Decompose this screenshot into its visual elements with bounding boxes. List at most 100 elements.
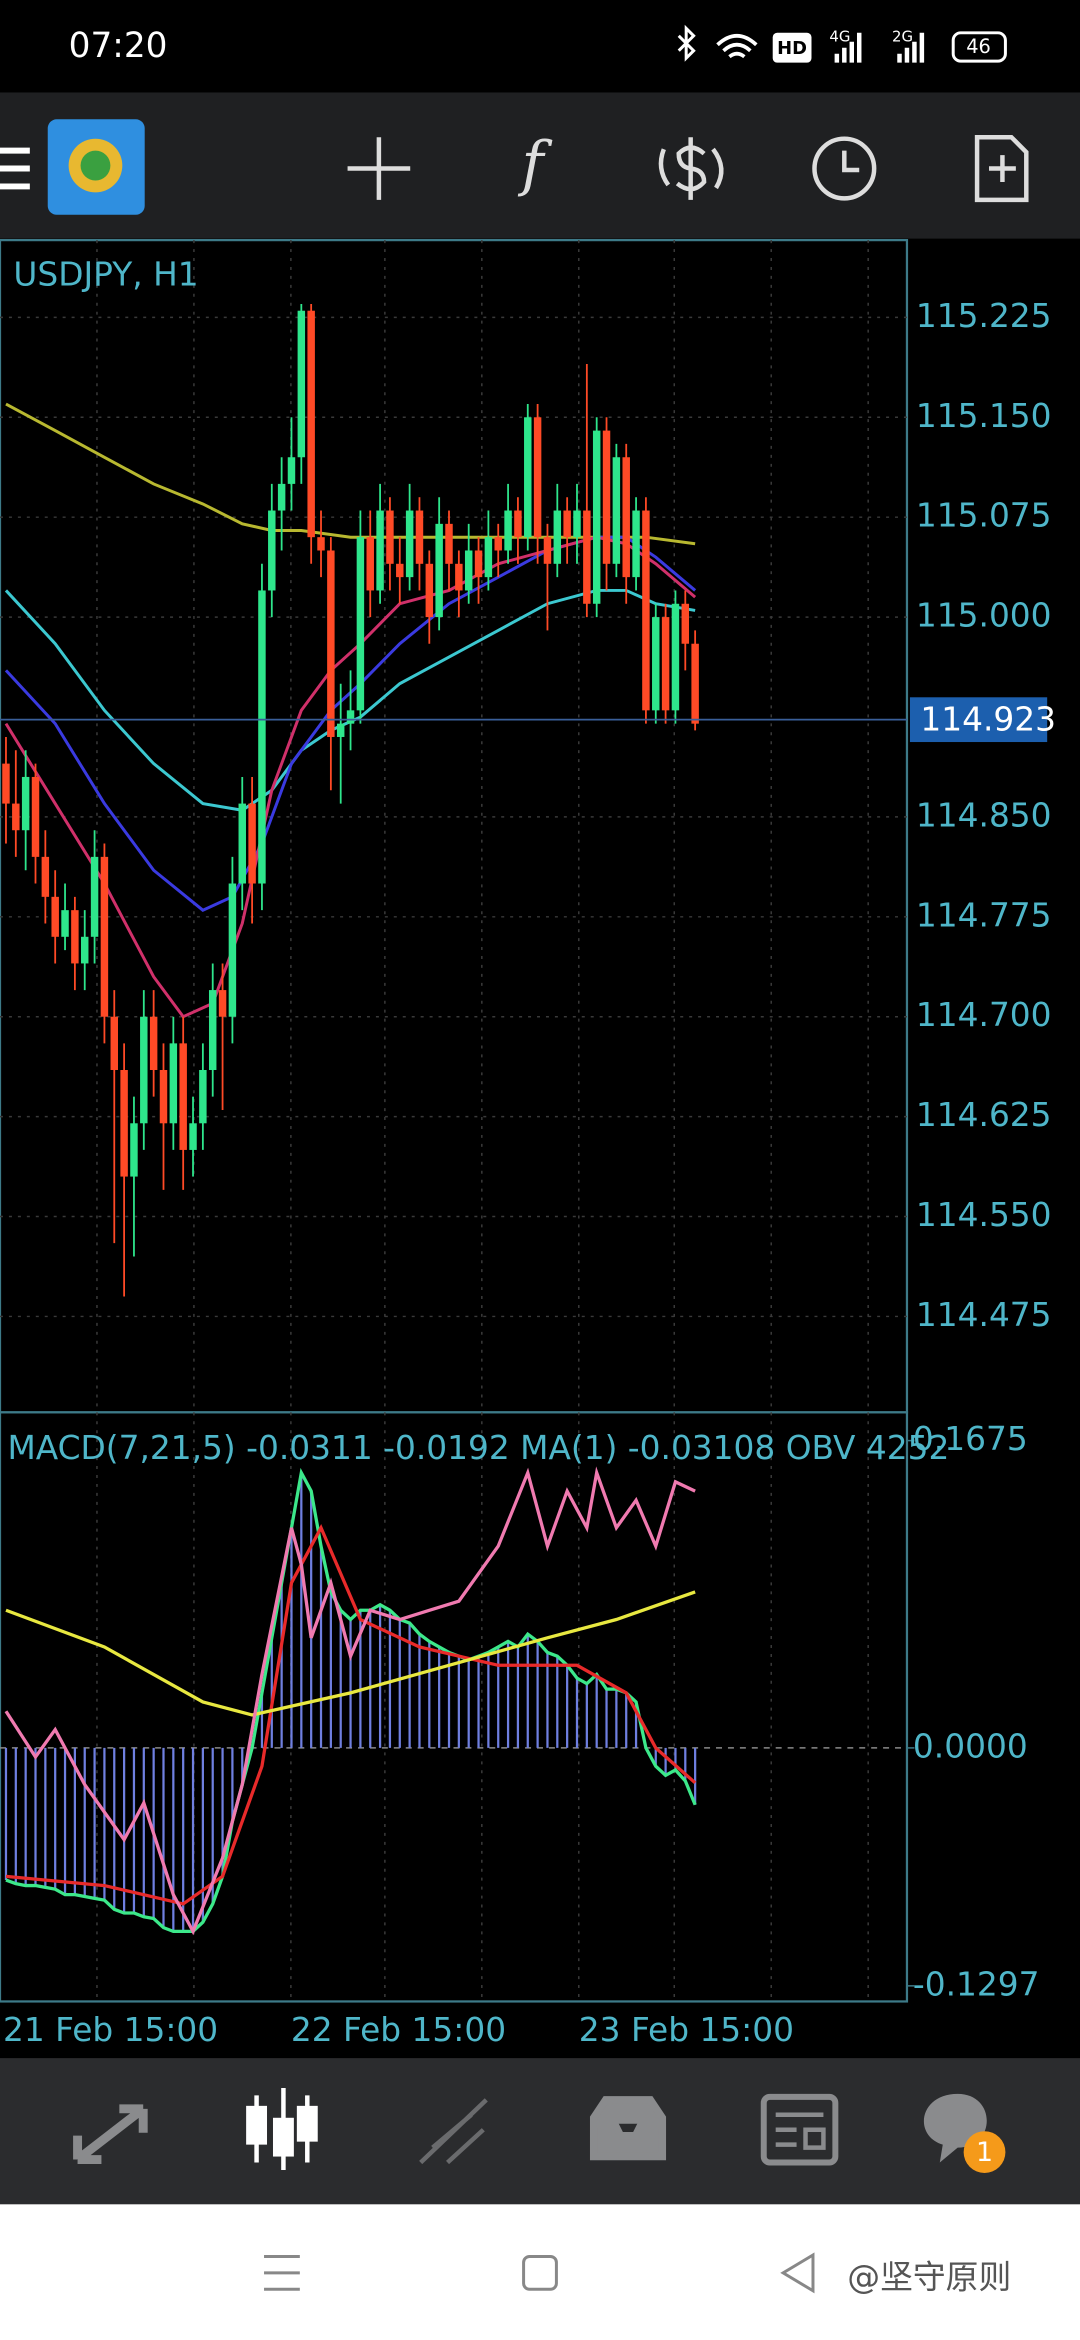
news-tab[interactable] xyxy=(760,2093,839,2166)
candle-body xyxy=(208,990,217,1071)
candle-body xyxy=(455,563,463,591)
net1-label: 4G xyxy=(829,27,850,45)
candle-body xyxy=(445,523,453,564)
candle-body xyxy=(277,483,286,511)
back-button[interactable] xyxy=(780,2252,815,2294)
chat-badge xyxy=(963,2131,1006,2173)
y-tick-label: 114.475 xyxy=(916,1296,1052,1334)
candle-body xyxy=(691,643,699,724)
bottom-nav xyxy=(0,2058,1080,2205)
candle-body xyxy=(583,510,591,604)
candle-body xyxy=(110,1016,118,1071)
candle-body xyxy=(90,856,99,937)
candle-body xyxy=(120,1070,128,1177)
candle-body xyxy=(169,1043,178,1124)
trade-button[interactable] xyxy=(658,137,724,200)
macd-label: MACD(7,21,5) -0.0311 -0.0192 MA(1) -0.03… xyxy=(7,1429,949,1467)
system-nav xyxy=(0,2204,1080,2340)
history-tab[interactable] xyxy=(589,2096,667,2161)
candle-body xyxy=(218,990,227,1017)
candle-body xyxy=(179,1043,187,1150)
bluetooth-icon xyxy=(677,24,696,62)
candle-body xyxy=(61,910,69,937)
candle-body xyxy=(21,776,30,831)
candle-body xyxy=(543,537,552,564)
chart-tab-candle2 xyxy=(272,2117,294,2157)
current-price-label: 114.923 xyxy=(920,701,1056,739)
candle-body xyxy=(199,1070,207,1124)
macd-tick-label: -0.1297 xyxy=(913,1965,1040,2003)
candle-body xyxy=(100,856,109,1017)
period-button[interactable] xyxy=(812,136,877,201)
candle-body xyxy=(159,1070,168,1124)
x-tick-label: 23 Feb 15:00 xyxy=(579,2011,794,2049)
chart-tab-candle3 xyxy=(296,2105,318,2142)
template-button[interactable] xyxy=(974,134,1029,203)
macd-panel xyxy=(0,1411,909,2003)
menu-button[interactable] xyxy=(0,147,30,190)
candle-body xyxy=(386,510,394,564)
home-button[interactable] xyxy=(522,2254,558,2291)
y-tick-label: 114.775 xyxy=(916,896,1052,934)
candle-body xyxy=(652,617,660,711)
news-lines xyxy=(775,2112,826,2150)
macd-tick-label: 0.1675 xyxy=(913,1420,1028,1458)
quotes-tab[interactable] xyxy=(73,2104,148,2165)
candle-body xyxy=(425,563,434,618)
candle-body xyxy=(238,803,246,884)
candle-body xyxy=(435,523,443,618)
y-tick-label: 114.700 xyxy=(916,996,1052,1034)
plot xyxy=(0,304,907,1936)
wifi-icon xyxy=(716,33,758,59)
y-tick-label: 114.625 xyxy=(916,1096,1052,1134)
candle-body xyxy=(51,896,59,937)
candle-body xyxy=(149,1016,158,1071)
candle-body xyxy=(81,936,89,964)
candle-body xyxy=(327,550,335,737)
grid xyxy=(0,240,915,2002)
candle-body xyxy=(366,537,374,591)
trade-tab[interactable] xyxy=(419,2098,488,2165)
chat-badge-count: 1 xyxy=(976,2137,993,2168)
current-price-box xyxy=(909,697,1048,743)
y-tick-label: 115.150 xyxy=(916,397,1052,435)
x-tick-label: 21 Feb 15:00 xyxy=(3,2011,218,2049)
macd-main-line xyxy=(5,1467,697,1933)
net2-label: 2G xyxy=(892,27,913,45)
hd-badge xyxy=(772,32,812,63)
candle-body xyxy=(415,510,424,564)
candle-body xyxy=(268,510,276,591)
candle-body xyxy=(592,430,601,604)
hd-label: HD xyxy=(777,38,807,59)
candle-body xyxy=(12,803,20,831)
candle-body xyxy=(376,510,384,591)
x-tick-label: 22 Feb 15:00 xyxy=(291,2011,506,2049)
macd-line xyxy=(4,1466,696,1936)
candle-body xyxy=(464,550,473,591)
signal-1 xyxy=(834,32,862,63)
candle-body xyxy=(405,510,414,578)
chat-tab[interactable] xyxy=(923,2093,987,2163)
candle-body xyxy=(258,590,266,884)
candle-body xyxy=(297,310,306,458)
candle-body xyxy=(130,1123,138,1177)
candle-body xyxy=(2,763,10,804)
candle-body xyxy=(189,1123,197,1150)
watermark: @坚守原则 xyxy=(847,2258,1011,2296)
candle-body xyxy=(642,510,650,711)
candle-body xyxy=(504,510,512,551)
crosshair-button[interactable] xyxy=(347,137,411,200)
candle-body xyxy=(346,710,355,724)
candle-body xyxy=(248,803,256,884)
candle-body xyxy=(140,1016,148,1124)
candle-body xyxy=(474,550,483,578)
period-hands xyxy=(842,150,860,173)
candle-body xyxy=(533,417,542,538)
candle-body xyxy=(661,617,670,711)
candle-body xyxy=(336,723,345,737)
y-tick-label: 115.225 xyxy=(916,297,1052,335)
candle-body xyxy=(31,776,40,857)
recents-button[interactable] xyxy=(264,2254,300,2291)
